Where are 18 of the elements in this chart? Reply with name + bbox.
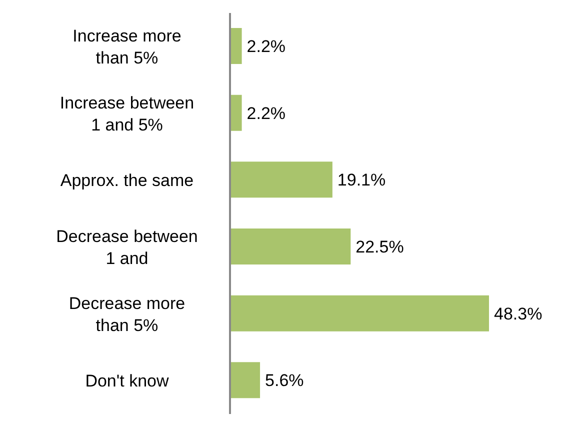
- y-tick-label: Approx. the same: [60, 170, 194, 190]
- bar: [230, 362, 260, 398]
- bar: [230, 162, 332, 198]
- data-label: 19.1%: [337, 170, 386, 190]
- data-label: 2.2%: [246, 37, 286, 56]
- y-tick-label: Increase between 1 and 5%: [60, 92, 194, 134]
- y-tick-label: Decrease between 1 and: [56, 226, 198, 268]
- data-label: 5.6%: [265, 371, 304, 390]
- bar: [230, 295, 489, 332]
- y-tick-label: Decrease more than 5%: [68, 293, 186, 334]
- data-label: 2.2%: [246, 104, 286, 123]
- y-tick-label: Increase more than 5%: [72, 26, 182, 67]
- y-tick-label: Don't know: [85, 371, 170, 390]
- data-label: 22.5%: [356, 238, 404, 257]
- data-label: 48.3%: [494, 304, 542, 324]
- bar: [230, 28, 242, 64]
- bar: [230, 228, 351, 264]
- bar: [230, 94, 242, 131]
